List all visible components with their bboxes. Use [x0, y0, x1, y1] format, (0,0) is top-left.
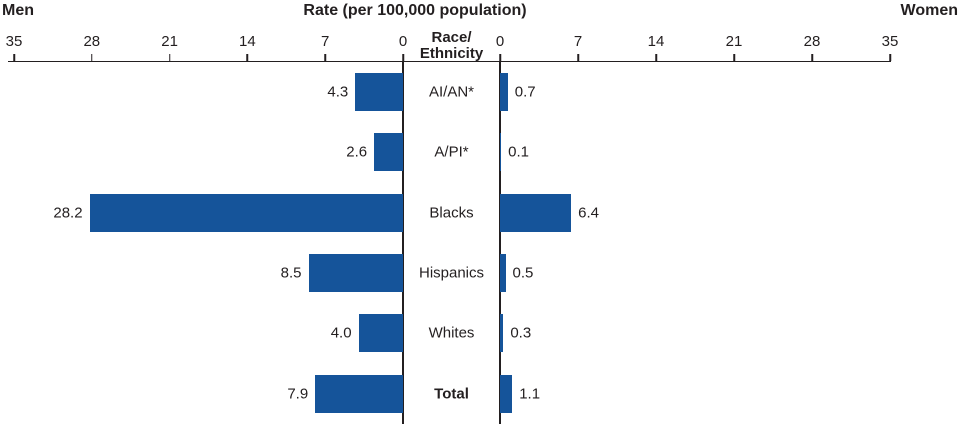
- axis-tick-mark: [577, 54, 579, 61]
- axis-tick-mark: [246, 54, 249, 61]
- women-header: Women: [900, 2, 958, 19]
- race-ethnicity-axis-label-line2: Ethnicity: [419, 45, 484, 62]
- chart-title: Rate (per 100,000 population): [303, 2, 527, 19]
- women-bar: [500, 374, 513, 413]
- women-value-label: 1.1: [519, 385, 541, 403]
- men-value-label: 7.9: [287, 385, 309, 403]
- chart-row: 8.5 0.5 Hispanics: [0, 243, 960, 303]
- women-value-label: 6.4: [578, 204, 599, 222]
- women-bar: [500, 73, 508, 112]
- women-value-label: 0.3: [510, 324, 532, 342]
- men-bar: [374, 133, 403, 172]
- men-value-label: 28.2: [53, 204, 83, 222]
- women-zero-line: [499, 61, 501, 424]
- men-value-label: 4.3: [327, 83, 349, 101]
- chart-row: 28.2 6.4 Blacks: [0, 183, 960, 243]
- chart-rows: 4.3 0.7 AI/AN* 2.6 0.1 A/PI* 28.2 6.4 Blacks 8.5 0…: [0, 62, 960, 424]
- men-bar: [355, 73, 403, 112]
- men-value-label: 8.5: [280, 264, 302, 282]
- race-ethnicity-axis-label-line1: Race/: [431, 29, 472, 46]
- category-label: Hispanics: [418, 264, 485, 282]
- axis-tick-mark: [91, 54, 93, 61]
- axis-tick-label: 0: [495, 33, 505, 50]
- men-zero-line: [402, 61, 404, 424]
- axis-tick-mark: [324, 54, 326, 61]
- men-value-label: 4.0: [330, 324, 352, 342]
- category-label: A/PI*: [434, 143, 469, 161]
- men-axis-ticks: 0 7 14 21 28 35: [6, 33, 407, 61]
- men-bar: [315, 374, 403, 413]
- women-bar: [500, 254, 506, 293]
- women-value-label: 0.5: [512, 264, 534, 282]
- axis-tick-label: 0: [398, 33, 408, 50]
- axis-tick-label: 35: [5, 33, 23, 50]
- axis-tick-label: 28: [83, 33, 101, 50]
- men-header: Men: [2, 2, 34, 19]
- chart-row: 7.9 1.1 Total: [0, 364, 960, 424]
- women-axis-ticks: 0 7 14 21 28 35: [496, 33, 898, 61]
- axis-tick-mark: [889, 54, 891, 61]
- men-bar: [308, 254, 403, 293]
- axis-tick-mark: [499, 54, 501, 61]
- axis-tick-label: 7: [321, 33, 330, 50]
- chart-row: 4.0 0.3 Whites: [0, 303, 960, 363]
- chart-row: 4.3 0.7 AI/AN*: [0, 62, 960, 122]
- axis-tick-mark: [811, 54, 813, 61]
- axis-tick-label: 28: [803, 33, 821, 50]
- axis-tick-label: 21: [725, 33, 743, 50]
- axis-tick-mark: [13, 54, 15, 61]
- women-bar: [500, 133, 502, 172]
- axis-line: [8, 60, 891, 63]
- axis-tick-mark: [168, 54, 171, 61]
- chart-row: 2.6 0.1 A/PI*: [0, 122, 960, 182]
- axis-tick-mark: [402, 54, 404, 61]
- axis-tick-label: 21: [161, 33, 178, 50]
- axis-tick-label: 7: [573, 33, 583, 50]
- women-bar: [500, 314, 504, 353]
- category-label: Blacks: [429, 204, 474, 222]
- axis-tick-mark: [655, 54, 657, 61]
- category-label: AI/AN*: [428, 83, 474, 101]
- category-label: Total: [434, 385, 469, 403]
- men-bar: [89, 193, 403, 232]
- axis-tick-label: 14: [239, 33, 256, 50]
- women-value-label: 0.7: [514, 83, 536, 101]
- race-ethnicity-axis-label: Race/ Ethnicity: [403, 30, 500, 62]
- axis-tick-label: 14: [647, 33, 665, 50]
- men-value-label: 2.6: [346, 143, 368, 161]
- women-value-label: 0.1: [508, 143, 529, 161]
- axis-tick-mark: [733, 54, 735, 61]
- category-label: Whites: [428, 324, 475, 342]
- axis-tick-label: 35: [881, 33, 899, 50]
- men-bar: [358, 314, 403, 353]
- women-bar: [500, 193, 572, 232]
